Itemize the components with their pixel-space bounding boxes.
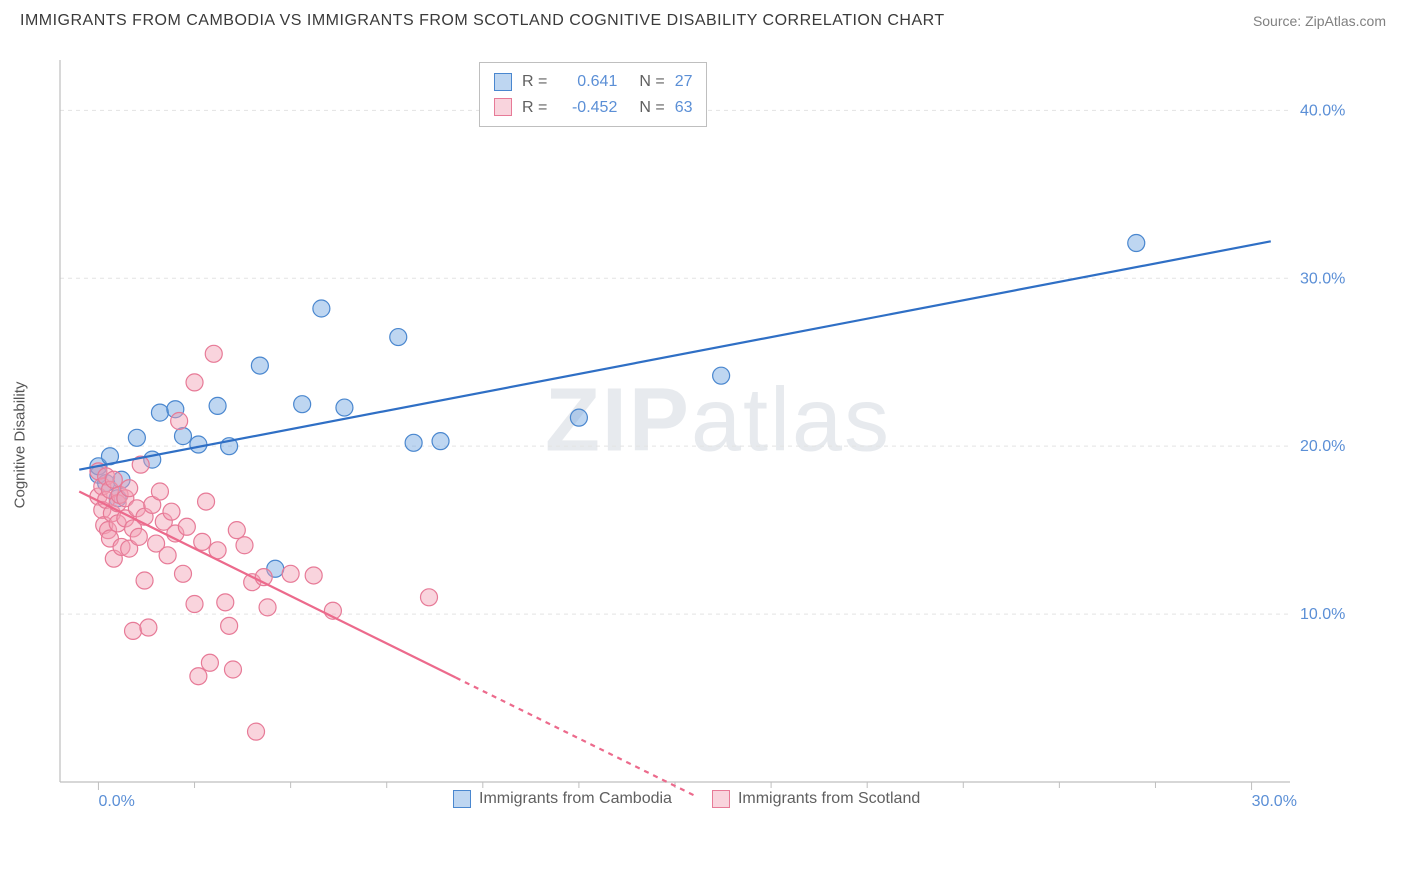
data-point: [294, 396, 311, 413]
legend-label: Immigrants from Scotland: [738, 790, 920, 808]
data-point: [190, 668, 207, 685]
chart-area: Cognitive Disability ZIPatlas 10.0%20.0%…: [50, 50, 1386, 840]
data-point: [336, 399, 353, 416]
y-tick-label: 30.0%: [1300, 270, 1345, 287]
y-tick-label: 10.0%: [1300, 606, 1345, 623]
stats-row: R = -0.452 N = 63: [494, 95, 692, 121]
data-point: [128, 429, 145, 446]
data-point: [105, 471, 122, 488]
stat-label: R =: [522, 69, 547, 95]
data-point: [136, 572, 153, 589]
chart-title: IMMIGRANTS FROM CAMBODIA VS IMMIGRANTS F…: [20, 12, 945, 30]
y-axis-label: Cognitive Disability: [12, 382, 29, 509]
legend-item: Immigrants from Scotland: [712, 790, 920, 808]
data-point: [140, 619, 157, 636]
data-point: [1128, 235, 1145, 252]
legend-swatch: [712, 790, 730, 808]
data-point: [175, 428, 192, 445]
data-point: [209, 397, 226, 414]
data-point: [405, 434, 422, 451]
data-point: [313, 300, 330, 317]
data-point: [186, 374, 203, 391]
legend-label: Immigrants from Cambodia: [479, 790, 672, 808]
x-tick-label: 0.0%: [98, 793, 134, 810]
trend-line: [79, 241, 1271, 469]
stat-label: N =: [639, 95, 664, 121]
n-value: 27: [675, 69, 693, 95]
data-point: [151, 404, 168, 421]
data-point: [217, 594, 234, 611]
stat-label: R =: [522, 95, 547, 121]
legend-swatch: [453, 790, 471, 808]
data-point: [159, 547, 176, 564]
data-point: [305, 567, 322, 584]
data-point: [432, 433, 449, 450]
r-value: 0.641: [557, 69, 617, 95]
data-point: [251, 357, 268, 374]
data-point: [125, 622, 142, 639]
data-point: [224, 661, 241, 678]
source-label: Source: ZipAtlas.com: [1253, 13, 1386, 29]
data-point: [228, 522, 245, 539]
data-point: [248, 723, 265, 740]
r-value: -0.452: [557, 95, 617, 121]
data-point: [282, 565, 299, 582]
data-point: [390, 329, 407, 346]
stat-label: N =: [639, 69, 664, 95]
data-point: [175, 565, 192, 582]
n-value: 63: [675, 95, 693, 121]
trend-line: [79, 492, 456, 678]
data-point: [186, 596, 203, 613]
data-point: [201, 654, 218, 671]
data-point: [171, 413, 188, 430]
data-point: [121, 480, 138, 497]
data-point: [130, 528, 147, 545]
stats-legend: R = 0.641 N = 27 R = -0.452 N = 63: [479, 62, 707, 127]
data-point: [221, 617, 238, 634]
y-tick-label: 40.0%: [1300, 102, 1345, 119]
data-point: [194, 533, 211, 550]
data-point: [236, 537, 253, 554]
series-legend: Immigrants from Cambodia Immigrants from …: [453, 790, 920, 808]
data-point: [421, 589, 438, 606]
data-point: [713, 367, 730, 384]
trend-line-dashed: [456, 678, 694, 796]
stats-row: R = 0.641 N = 27: [494, 69, 692, 95]
data-point: [190, 436, 207, 453]
data-point: [163, 503, 180, 520]
x-tick-label: 30.0%: [1252, 793, 1297, 810]
data-point: [570, 409, 587, 426]
data-point: [259, 599, 276, 616]
data-point: [198, 493, 215, 510]
scatter-plot: 10.0% 20.0% 30.0% 40.0% 0.0% 30.0%: [50, 50, 1350, 810]
data-point: [178, 518, 195, 535]
legend-item: Immigrants from Cambodia: [453, 790, 672, 808]
data-point: [205, 345, 222, 362]
legend-swatch: [494, 73, 512, 91]
y-tick-label: 20.0%: [1300, 438, 1345, 455]
data-point: [151, 483, 168, 500]
legend-swatch: [494, 98, 512, 116]
